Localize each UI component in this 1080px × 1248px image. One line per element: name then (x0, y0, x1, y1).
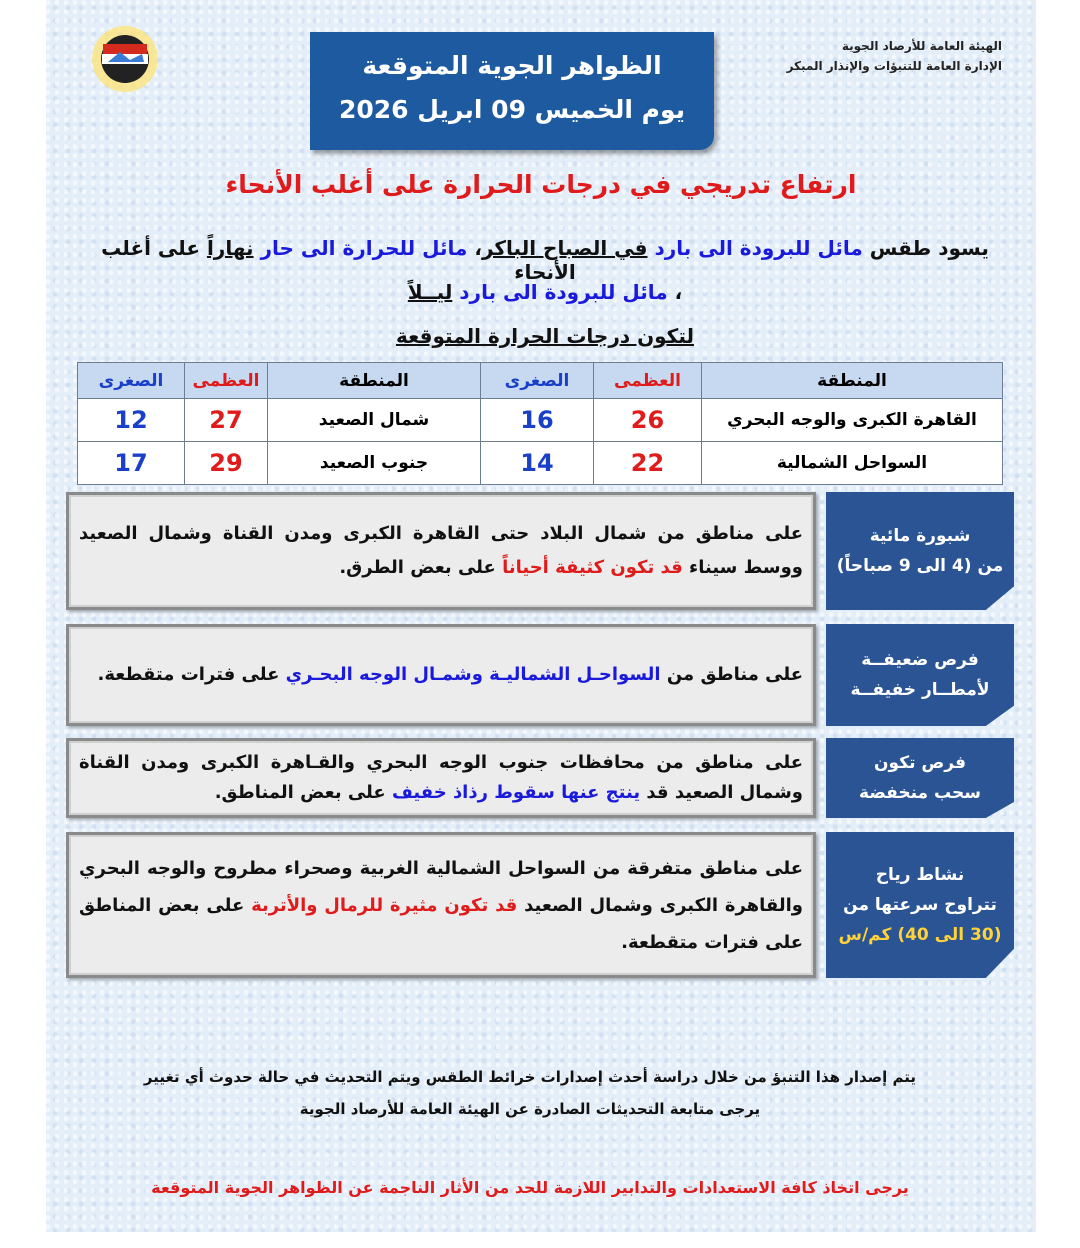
table-row: السواحل الشمالية 22 14 جنوب الصعيد 29 17 (77, 441, 1003, 485)
phenomenon-description: على مناطق من شمال البلاد حتى القاهرة الك… (66, 492, 816, 610)
temperature-table: المنطقة العظمى الصغرى المنطقة العظمى الص… (77, 362, 1003, 485)
max-cell: 26 (593, 398, 702, 442)
min-cell: 16 (480, 398, 594, 442)
text-segment: قد تكون مثيرة للرمال والأتربة (251, 894, 518, 916)
min-cell: 14 (480, 441, 594, 485)
phenomenon-wind: على مناطق متفرقة من السواحل الشمالية الغ… (66, 832, 1014, 978)
text-segment: السواحـل الشماليـة وشمـال الوجه البحـري (285, 664, 661, 685)
text-segment: يسود طقس (862, 236, 989, 260)
max-cell: 22 (593, 441, 702, 485)
ema-logo (92, 26, 158, 92)
label-line: سحب منخفضة (859, 783, 981, 803)
region-cell: القاهرة الكبرى والوجه البحري (701, 398, 1003, 442)
label-line: فرص ضعيفــة (861, 650, 979, 670)
phenomenon-description: على مناطق من محافظات جنوب الوجه البحري و… (66, 738, 816, 818)
label-line: (30 الى 40) كم/س (838, 925, 1002, 945)
header-min: الصغرى (480, 362, 594, 399)
text-segment: نهاراً (206, 236, 254, 260)
header-region: المنطقة (267, 362, 481, 399)
phenomenon-low-clouds: على مناطق من محافظات جنوب الوجه البحري و… (66, 738, 1014, 818)
text-segment: مائل للبرودة الى بارد (452, 280, 668, 304)
phenomenon-fog: على مناطق من شمال البلاد حتى القاهرة الك… (66, 492, 1014, 610)
text-segment: ينتج عنها سقوط رذاذ خفيف (391, 782, 641, 803)
text-segment: مائل للبرودة الى بارد (647, 236, 863, 260)
label-line: تتراوح سرعتها من (843, 895, 997, 915)
footer-note-1: يتم إصدار هذا التنبؤ من خلال دراسة أحدث … (143, 1068, 917, 1086)
phenomenon-label: فرص ضعيفــة لأمطــار خفيفــة (826, 624, 1014, 726)
text-segment: مائل للحرارة الى حار (253, 236, 468, 260)
phenomenon-label: نشاط رياح تتراوح سرعتها من (30 الى 40) كم/… (826, 832, 1014, 978)
phenomenon-description: على مناطق متفرقة من السواحل الشمالية الغ… (66, 832, 816, 978)
forecast-date: يوم الخميس 09 ابريل 2026 (338, 95, 686, 124)
region-cell: السواحل الشمالية (701, 441, 1003, 485)
table-caption: لتكون درجات الحرارة المتوقعة (396, 324, 694, 348)
header-region: المنطقة (701, 362, 1003, 399)
table-header: المنطقة العظمى الصغرى المنطقة العظمى الص… (77, 362, 1003, 399)
headline: ارتفاع تدريجي في درجات الحرارة على أغلب … (225, 170, 857, 199)
org-line-1: الهيئة العامة للأرصاد الجوية (841, 39, 1002, 53)
text-segment: على مناطق متفرقة من السواحل الشمالية الغ… (79, 857, 803, 916)
header-min: الصغرى (77, 362, 185, 399)
text-segment: قد تكون كثيفة أحياناً (502, 557, 683, 578)
phenomenon-rain: على مناطق من السواحـل الشماليـة وشمـال ا… (66, 624, 1014, 726)
region-cell: جنوب الصعيد (267, 441, 481, 485)
summary-line-1: يسود طقس مائل للبرودة الى بارد في الصباح… (80, 236, 1010, 284)
label-line: فرص تكون (874, 753, 966, 773)
bulletin-page (46, 0, 1036, 1232)
label-line: لأمطــار خفيفــة (850, 680, 990, 700)
text-segment: ليــلاً (407, 280, 453, 304)
table-row: القاهرة الكبرى والوجه البحري 26 16 شمال … (77, 398, 1003, 442)
max-cell: 29 (184, 441, 268, 485)
region-cell: شمال الصعيد (267, 398, 481, 442)
max-cell: 27 (184, 398, 268, 442)
summary-line-2: ، مائل للبرودة الى بارد ليــلاً (80, 280, 1010, 304)
min-cell: 17 (77, 441, 185, 485)
header-max: العظمى (593, 362, 702, 399)
label-line: نشاط رياح (875, 865, 965, 885)
footer-note-2: يرجى متابعة التحديثات الصادرة عن الهيئة … (299, 1100, 761, 1118)
text-segment: على بعض الطرق. (339, 557, 503, 578)
text-segment: على فترات متقطعة. (97, 664, 286, 685)
phenomenon-description: على مناطق من السواحـل الشماليـة وشمـال ا… (66, 624, 816, 726)
org-line-2: الإدارة العامة للتنبؤات والإنذار المبكر (786, 59, 1002, 73)
text-segment: على مناطق من شمال البلاد حتى القاهرة الك… (79, 523, 803, 578)
footer-warning: يرجى اتخاذ كافة الاستعدادات والتدابير ال… (151, 1178, 909, 1197)
text-segment: على أغلب الأنحاء (101, 236, 576, 284)
text-segment: على بعض المناطق. (214, 782, 392, 803)
organization-name: الهيئة العامة للأرصاد الجوية الإدارة الع… (787, 36, 1002, 76)
header-max: العظمى (184, 362, 268, 399)
page-title: الظواهر الجوية المتوقعة (362, 51, 662, 80)
text-segment: ، (467, 236, 482, 260)
label-line: شبورة مائية (869, 526, 971, 546)
text-segment: ، (667, 280, 683, 304)
min-cell: 12 (77, 398, 185, 442)
text-segment: على مناطق من محافظات جنوب الوجه البحري و… (79, 752, 803, 803)
text-segment: على بعض المناطق على فترات متقطعة. (79, 894, 803, 953)
phenomenon-label: شبورة مائية من (4 الى 9 صباحاً) (826, 492, 1014, 610)
label-line: من (4 الى 9 صباحاً) (836, 556, 1004, 576)
phenomenon-label: فرص تكون سحب منخفضة (826, 738, 1014, 818)
text-segment: على مناطق من (660, 664, 803, 685)
title-box: الظواهر الجوية المتوقعة يوم الخميس 09 اب… (310, 32, 714, 150)
text-segment: في الصباح الباكر (481, 236, 648, 260)
